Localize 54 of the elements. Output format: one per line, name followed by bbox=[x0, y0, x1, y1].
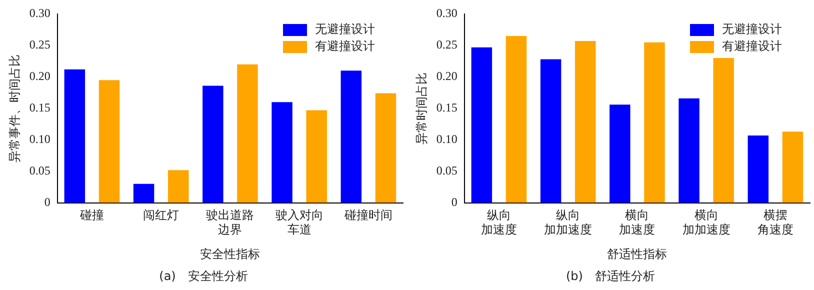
bar bbox=[644, 42, 665, 203]
x-tick-label: 碰撞时间 bbox=[343, 208, 392, 222]
x-tick-label: 横向加速度 bbox=[619, 208, 656, 237]
text: (a) 安全性分析 bbox=[158, 268, 249, 285]
x-tick-label: 纵向加加速度 bbox=[544, 208, 592, 237]
bar bbox=[202, 86, 224, 203]
bar bbox=[168, 170, 189, 203]
bar bbox=[540, 59, 562, 203]
y-tick-label: 0.10 bbox=[29, 132, 50, 146]
x-tick-label: 纵向加速度 bbox=[480, 208, 517, 237]
x-tick-label: 横摆角速度 bbox=[757, 208, 794, 237]
y-tick-label: 0.15 bbox=[436, 100, 458, 115]
legend-label: 无避撞设计 bbox=[722, 22, 782, 36]
y-tick-label: 0.20 bbox=[29, 69, 50, 84]
x-tick-label: 驶出道路边界 bbox=[206, 208, 254, 237]
x-axis-title: 安全性指标 bbox=[200, 247, 260, 262]
x-tick-label: 闯红灯 bbox=[143, 208, 180, 222]
y-tick-label: 0.15 bbox=[29, 100, 50, 115]
bar bbox=[133, 184, 154, 203]
bar bbox=[748, 135, 769, 203]
x-tick-label: 驶入对向车道 bbox=[275, 208, 324, 237]
bar bbox=[272, 102, 292, 203]
x-tick-label: 横向加加速度 bbox=[682, 208, 730, 237]
text: (b) 舒适性分析 bbox=[565, 268, 656, 285]
bar bbox=[574, 41, 596, 203]
legend-label: 有避撞设计 bbox=[315, 39, 375, 54]
legend-label: 无避撞设计 bbox=[315, 22, 375, 36]
bar bbox=[678, 98, 700, 203]
bar bbox=[375, 93, 396, 203]
bar bbox=[306, 110, 327, 203]
bar bbox=[98, 80, 120, 203]
bar bbox=[506, 36, 527, 203]
y-tick-label: 0.30 bbox=[436, 6, 458, 20]
x-tick-label: 碰撞 bbox=[78, 208, 104, 222]
bar bbox=[713, 58, 734, 203]
bar bbox=[782, 132, 804, 203]
y-tick-label: 0 bbox=[451, 194, 458, 209]
y-tick-label: 0 bbox=[44, 194, 50, 209]
x-axis-title: 舒适性指标 bbox=[607, 247, 668, 262]
y-tick-label: 0.30 bbox=[29, 6, 50, 20]
y-axis-title: 异常事件、时间占比 bbox=[8, 54, 22, 162]
bar bbox=[610, 104, 630, 203]
y-axis-title: 异常时间占比 bbox=[414, 72, 429, 144]
bar bbox=[237, 64, 258, 203]
bar bbox=[64, 69, 86, 203]
y-tick-label: 0.05 bbox=[436, 163, 458, 178]
y-tick-label: 0.20 bbox=[436, 69, 458, 84]
y-tick-label: 0.25 bbox=[436, 38, 458, 52]
y-tick-label: 0.10 bbox=[436, 132, 458, 146]
y-tick-label: 0.05 bbox=[29, 163, 50, 178]
bar bbox=[471, 47, 492, 203]
y-tick-label: 0.25 bbox=[29, 38, 50, 52]
legend-label: 有避撞设计 bbox=[722, 39, 782, 54]
bar bbox=[340, 70, 362, 203]
